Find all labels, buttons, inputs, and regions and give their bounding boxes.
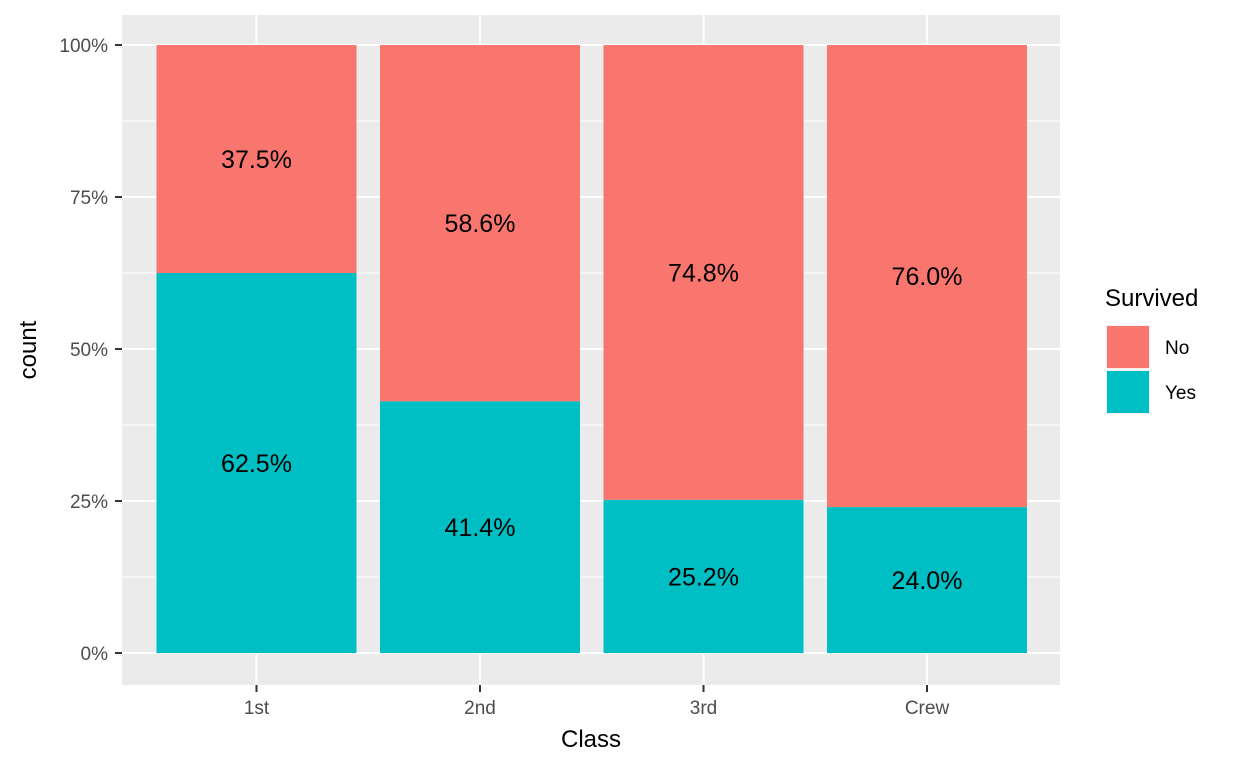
legend-key-no <box>1107 326 1149 368</box>
x-axis-title: Class <box>561 726 621 753</box>
bar-2nd-no <box>380 45 580 402</box>
legend-key-yes <box>1107 371 1149 413</box>
y-tick-label: 50% <box>70 340 108 361</box>
y-axis-title: count <box>15 320 42 379</box>
data-label: 74.8% <box>668 259 739 287</box>
bar-1st-no <box>156 45 357 273</box>
x-tick-label: 2nd <box>464 698 496 719</box>
data-label: 58.6% <box>445 210 516 238</box>
bar-3rd-no <box>603 45 804 500</box>
bar-crew-no <box>827 45 1027 508</box>
x-axis: 1st 2nd 3rd Crew <box>244 685 950 719</box>
data-label: 25.2% <box>668 563 739 591</box>
data-label: 24.0% <box>892 567 963 595</box>
x-tick-label: 3rd <box>690 698 717 719</box>
y-tick-label: 75% <box>70 188 108 209</box>
bar-3rd-yes <box>603 499 804 653</box>
legend-title: Survived <box>1105 285 1198 312</box>
x-tick-label: Crew <box>905 698 950 719</box>
bar-1st-yes <box>156 273 357 653</box>
legend-label: No <box>1165 338 1189 359</box>
y-tick-label: 25% <box>70 492 108 513</box>
data-label: 41.4% <box>445 514 516 542</box>
y-axis: 0% 25% 50% 75% 100% <box>59 36 122 665</box>
y-tick-label: 0% <box>81 644 109 665</box>
x-tick-label: 1st <box>244 698 270 719</box>
data-label: 62.5% <box>221 450 292 478</box>
bar-crew-yes <box>827 507 1027 653</box>
bar-2nd-yes <box>380 401 580 653</box>
legend: Survived No Yes <box>1105 285 1198 414</box>
y-tick-label: 100% <box>59 36 108 57</box>
data-label: 76.0% <box>892 263 963 291</box>
data-label: 37.5% <box>221 146 292 174</box>
bars <box>156 45 1027 653</box>
data-labels: 62.5% 37.5% 41.4% 58.6% 25.2% 74.8% 24.0% 76.0% <box>221 146 962 595</box>
legend-label: Yes <box>1165 383 1196 404</box>
